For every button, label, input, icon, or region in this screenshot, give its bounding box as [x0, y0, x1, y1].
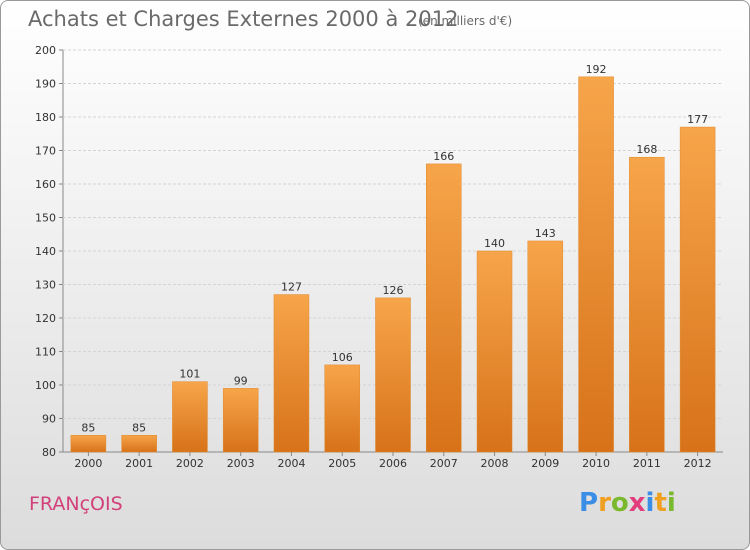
y-tick-label: 110	[35, 346, 56, 359]
bar	[679, 126, 716, 453]
bar	[273, 294, 310, 453]
logo-letter: o	[610, 488, 629, 518]
bar	[70, 435, 107, 453]
x-tick-label: 2004	[277, 457, 305, 470]
bar	[375, 297, 411, 453]
bar	[476, 250, 513, 453]
x-tick-label: 2001	[125, 457, 153, 470]
y-tick-label: 130	[35, 279, 56, 292]
proxiti-logo: Proxiti	[579, 488, 676, 518]
x-tick-label: 2009	[531, 457, 559, 470]
logo-letter: P	[579, 488, 599, 518]
logo-letter: x	[628, 488, 646, 518]
data-label: 85	[132, 421, 146, 434]
bar	[578, 76, 614, 453]
commune-name: FRANçOIS	[29, 493, 123, 515]
y-tick-label: 140	[35, 245, 56, 258]
data-label: 143	[535, 227, 556, 240]
y-tick-label: 200	[35, 44, 56, 57]
logo-letter: i	[645, 488, 655, 518]
y-tick-label: 120	[35, 312, 56, 325]
logo-letter: t	[654, 488, 667, 518]
bar	[121, 435, 157, 453]
x-tick-label: 2002	[176, 457, 204, 470]
bar	[324, 364, 360, 453]
chart-title: Achats et Charges Externes 2000 à 2012	[28, 7, 459, 31]
y-tick-label: 160	[35, 178, 56, 191]
data-label: 177	[687, 113, 708, 126]
y-tick-label: 90	[42, 413, 56, 426]
data-label: 99	[234, 374, 248, 387]
x-tick-label: 2010	[582, 457, 610, 470]
data-label: 192	[586, 63, 607, 76]
x-tick-label: 2000	[74, 457, 102, 470]
x-tick-label: 2011	[633, 457, 661, 470]
data-label: 166	[433, 150, 454, 163]
y-tick-label: 170	[35, 145, 56, 158]
x-tick-label: 2012	[684, 457, 712, 470]
logo-letter: i	[666, 488, 676, 518]
x-tick-label: 2007	[430, 457, 458, 470]
y-tick-label: 100	[35, 379, 56, 392]
x-tick-label: 2006	[379, 457, 407, 470]
x-tick-label: 2003	[227, 457, 255, 470]
data-label: 140	[484, 237, 505, 250]
y-tick-label: 80	[42, 446, 56, 459]
chart-subtitle: (en milliers d'€)	[418, 14, 513, 28]
x-tick-label: 2005	[328, 457, 356, 470]
bar	[426, 163, 462, 453]
data-label: 101	[179, 368, 200, 381]
data-label: 127	[281, 281, 302, 294]
bar	[222, 388, 259, 453]
y-tick-label: 190	[35, 78, 56, 91]
logo-letter: r	[598, 488, 611, 518]
y-tick-label: 180	[35, 111, 56, 124]
x-tick-label: 2008	[481, 457, 509, 470]
bar	[172, 381, 208, 453]
bar	[629, 156, 665, 453]
data-label: 85	[81, 421, 95, 434]
data-label: 126	[383, 284, 404, 297]
data-label: 168	[636, 143, 657, 156]
y-tick-label: 150	[35, 212, 56, 225]
data-label: 106	[332, 351, 353, 364]
bar	[527, 240, 564, 453]
